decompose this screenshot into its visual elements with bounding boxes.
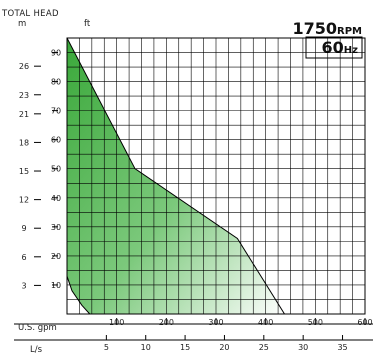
ls-tick-label: 20: [219, 343, 229, 352]
plot-grid: [67, 38, 365, 314]
ls-tick-label: 15: [180, 343, 190, 352]
m-tick-label: 18: [19, 138, 29, 147]
ft-tick-label: 20: [51, 252, 61, 261]
gpm-tick-label: 400: [258, 318, 273, 327]
gpm-axis-label: U.S. gpm: [18, 323, 57, 333]
m-tick-label: 9: [21, 224, 26, 233]
m-tick-labels: 26 23 21 18 15 12 9 6 3: [19, 62, 29, 290]
left-tick-marks: [34, 52, 58, 286]
head-unit-m: m: [18, 19, 26, 29]
curve-areas: [66, 37, 286, 315]
head-unit-ft: ft: [84, 19, 91, 29]
speed-unit: RPM: [337, 26, 362, 37]
frequency-unit: Hz: [344, 45, 358, 56]
gpm-tick-label: 600: [357, 318, 372, 327]
m-tick-label: 3: [21, 281, 26, 290]
head-axis-title: TOTAL HEAD: [1, 9, 59, 19]
ls-tick-label: 35: [337, 343, 347, 352]
gpm-tick-labels: 100 200 300 400 500 600: [109, 318, 373, 327]
ls-tick-label: 5: [104, 343, 109, 352]
ls-tick-label: 25: [259, 343, 269, 352]
ls-axis-label: L/s: [30, 345, 43, 355]
ls-tick-labels: 5 10 15 20 25 30 35: [104, 335, 348, 352]
curve-area-1: [66, 37, 286, 315]
m-tick-label: 15: [19, 167, 29, 176]
speed-value: 1750: [292, 19, 337, 38]
ls-tick-label: 10: [141, 343, 151, 352]
gpm-tick-label: 100: [109, 318, 124, 327]
gpm-tick-label: 500: [308, 318, 323, 327]
ls-tick-label: 30: [298, 343, 308, 352]
plot-frame: [66, 37, 366, 315]
m-tick-label: 12: [19, 196, 29, 205]
svg-text:1750RPM: 1750RPM: [292, 19, 362, 38]
m-tick-label: 21: [19, 110, 29, 119]
speed-label: 1750RPM: [292, 19, 362, 38]
m-tick-label: 26: [19, 62, 29, 71]
gpm-tick-label: 300: [208, 318, 223, 327]
m-tick-label: 6: [21, 253, 26, 262]
gpm-tick-label: 200: [159, 318, 174, 327]
m-tick-label: 23: [19, 91, 29, 100]
